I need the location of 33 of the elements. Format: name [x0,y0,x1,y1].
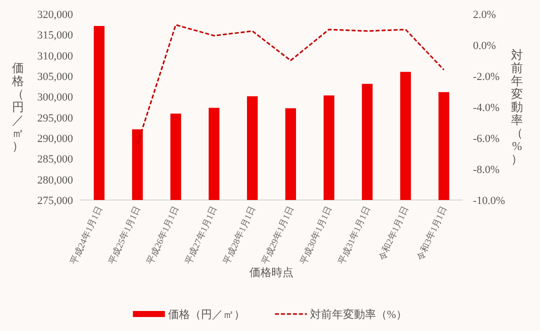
x-tick-label: 平成26年1月1日 [144,204,181,266]
y2-tick-label: -2.0% [473,71,500,83]
y-tick-label: 310,000 [37,50,74,62]
y2-tick-label: -6.0% [473,133,500,145]
text: 対前年変動率（%） [511,48,523,166]
y-tick-label: 280,000 [37,174,74,186]
y2-tick-label: -8.0% [473,164,500,176]
y-tick-label: 295,000 [37,112,74,124]
y-tick-label: 320,000 [37,9,74,21]
x-tick-label: 令和2年1月1日 [376,204,410,262]
x-tick-label: 平成28年1月1日 [221,204,258,266]
x-axis-title: 価格時点 [250,266,294,279]
legend-label: 対前年変動率（%） [310,308,408,321]
x-tick-label: 平成30年1月1日 [298,204,334,266]
y-tick-label: 285,000 [37,154,74,166]
y-axis-title: 価格（円／㎡） [11,61,24,153]
y-tick-label: 290,000 [37,133,74,145]
y2-tick-label: -10.0% [473,195,506,207]
legend-label: 価格（円／㎡） [168,309,245,321]
x-tick-label: 平成31年1月1日 [336,204,372,266]
y2-tick-label: -4.0% [473,102,500,114]
y-tick-label: 300,000 [37,92,74,104]
x-tick-label: 平成25年1月1日 [106,204,142,266]
y2-tick-label: 2.0% [473,9,496,21]
y-tick-label: 315,000 [37,30,74,42]
x-tick-label: 平成29年1月1日 [260,204,296,266]
x-tick-label: 平成24年1月1日 [68,204,104,266]
line-series [136,24,445,145]
y2-tick-label: 0.0% [473,40,496,52]
y-tick-label: 305,000 [37,71,74,83]
x-tick-label: 令和3年1月1日 [414,204,449,262]
x-tick-label: 平成27年1月1日 [183,204,219,266]
y-tick-label: 275,000 [37,195,74,207]
